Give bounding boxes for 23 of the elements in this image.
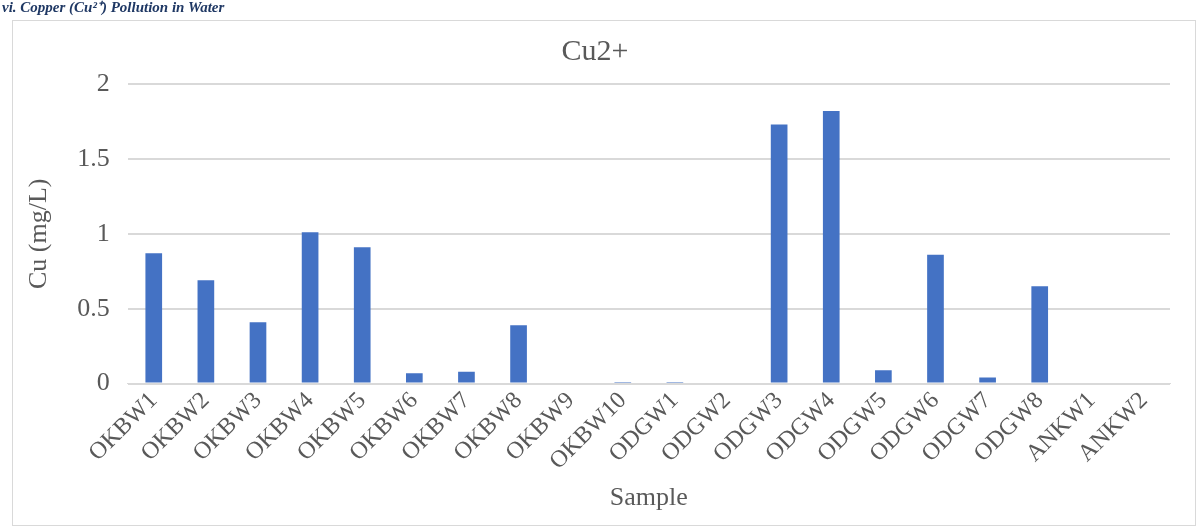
bar: [979, 377, 996, 383]
y-tick-label: 2: [96, 67, 110, 97]
bar: [301, 232, 319, 383]
y-tick-label: 0.5: [77, 292, 110, 322]
bar: [405, 373, 423, 383]
text: vi. Copper (Cu²⁺) Pollution in Water: [2, 0, 225, 17]
x-axis-title: Sample: [609, 482, 688, 512]
bar: [353, 247, 371, 383]
bar: [458, 371, 475, 383]
bar: [770, 124, 788, 383]
bar: [875, 370, 892, 383]
y-tick-label: 1.5: [77, 142, 110, 172]
chart-title: Cu2+: [561, 32, 629, 66]
bar: [1031, 286, 1049, 383]
bar: [510, 325, 527, 383]
bar: [145, 253, 163, 383]
y-tick-label: 1: [96, 217, 110, 247]
y-axis-title: Cu (mg/L): [23, 178, 53, 290]
bar: [822, 110, 840, 383]
bar: [927, 254, 944, 383]
bar: [249, 322, 267, 383]
y-tick-label: 0: [96, 367, 110, 397]
bar: [197, 280, 215, 383]
